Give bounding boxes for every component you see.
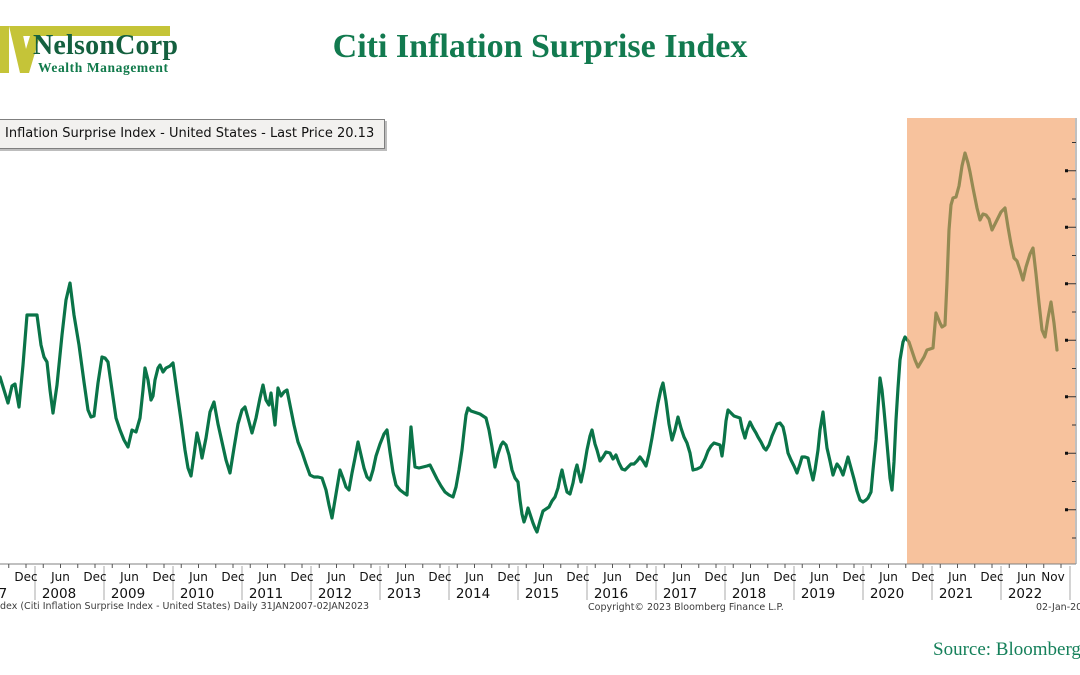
x-axis-month-label: Dec bbox=[152, 570, 175, 584]
x-axis-month-label: Jun bbox=[257, 570, 277, 584]
x-axis-month-label: Dec bbox=[221, 570, 244, 584]
chart-legend-label: Inflation Surprise Index - United States… bbox=[5, 126, 375, 141]
x-axis-month-label: Dec bbox=[980, 570, 1003, 584]
x-axis-month-label: Jun bbox=[395, 570, 415, 584]
x-axis-year-label: 2017 bbox=[663, 586, 697, 602]
x-axis-month-label: Dec bbox=[428, 570, 451, 584]
copyright-notice: Copyright© 2023 Bloomberg Finance L.P. bbox=[588, 602, 784, 613]
logo-mark bbox=[0, 26, 170, 73]
logo-tagline: Wealth Management bbox=[38, 60, 169, 75]
x-axis-year-label: 2012 bbox=[318, 586, 352, 602]
y-axis-tick-dot bbox=[1065, 282, 1068, 286]
x-axis-month-label: Jun bbox=[464, 570, 484, 584]
x-axis-month-label: Jun bbox=[533, 570, 553, 584]
x-axis-month-label: Dec bbox=[83, 570, 106, 584]
x-axis-year-label: 2018 bbox=[732, 586, 766, 602]
x-axis-month-label: Dec bbox=[911, 570, 934, 584]
x-axis-year-label: 2014 bbox=[456, 586, 490, 602]
x-axis-year-label: 2011 bbox=[249, 586, 283, 602]
x-axis-month-label: Jun bbox=[947, 570, 967, 584]
source-credit: Source: Bloomberg bbox=[933, 639, 1080, 660]
x-axis-month-label: Dec bbox=[773, 570, 796, 584]
y-axis-tick-dot bbox=[1065, 508, 1068, 512]
x-axis-year-label: 2020 bbox=[870, 586, 904, 602]
x-axis-month-label: Jun bbox=[809, 570, 829, 584]
x-axis-year-label: 2019 bbox=[801, 586, 835, 602]
x-axis-month-label: Jun bbox=[602, 570, 622, 584]
x-axis-year-label: 2007 bbox=[0, 586, 7, 602]
logo-name: NelsonCorp bbox=[33, 30, 179, 61]
x-axis-year-label: 2008 bbox=[42, 586, 76, 602]
x-axis-month-label: Jun bbox=[326, 570, 346, 584]
x-axis-month-label: Dec bbox=[290, 570, 313, 584]
x-axis-month-label: Dec bbox=[842, 570, 865, 584]
x-axis-month-label: Dec bbox=[497, 570, 520, 584]
y-axis-tick-dot bbox=[1065, 225, 1068, 229]
x-axis-month-label: Dec bbox=[359, 570, 382, 584]
x-axis-month-label: Jun bbox=[740, 570, 760, 584]
x-axis-month-label: Jun bbox=[50, 570, 70, 584]
x-axis-month-label: Dec bbox=[566, 570, 589, 584]
x-axis-month-label: Jun bbox=[119, 570, 139, 584]
x-axis-month-label: Jun bbox=[1016, 570, 1036, 584]
x-axis-month-label: Dec bbox=[14, 570, 37, 584]
x-axis-year-label: 2016 bbox=[594, 586, 628, 602]
x-axis-year-label: 2009 bbox=[111, 586, 145, 602]
y-axis-tick-dot bbox=[1065, 338, 1068, 342]
x-axis-year-label: 2021 bbox=[939, 586, 973, 602]
y-axis-tick-dot bbox=[1065, 451, 1068, 455]
y-axis-tick-dot bbox=[1065, 395, 1068, 399]
highlight-region bbox=[907, 118, 1075, 564]
chart-legend: Inflation Surprise Index - United States… bbox=[0, 119, 386, 149]
x-axis-year-label: 2022 bbox=[1008, 586, 1042, 602]
logo: NelsonCorp Wealth Management bbox=[0, 0, 260, 95]
x-axis-month-label: Jun bbox=[188, 570, 208, 584]
price-line bbox=[0, 151, 1059, 534]
x-axis-year-label: 2010 bbox=[180, 586, 214, 602]
y-axis-tick-dot bbox=[1065, 169, 1068, 173]
x-axis-month-label: Dec bbox=[635, 570, 658, 584]
security-description: dex (Citi Inflation Surprise Index - Uni… bbox=[0, 601, 370, 612]
x-axis-month-label: Dec bbox=[704, 570, 727, 584]
print-date: 02-Jan-2023 bbox=[1036, 602, 1080, 613]
x-axis-year-label: 2015 bbox=[525, 586, 559, 602]
x-axis-month-label: Nov bbox=[1041, 570, 1064, 584]
page-title: Citi Inflation Surprise Index bbox=[332, 28, 748, 65]
x-axis-year-label: 2013 bbox=[387, 586, 421, 602]
x-axis-month-label: Jun bbox=[671, 570, 691, 584]
x-axis-month-label: Jun bbox=[878, 570, 898, 584]
